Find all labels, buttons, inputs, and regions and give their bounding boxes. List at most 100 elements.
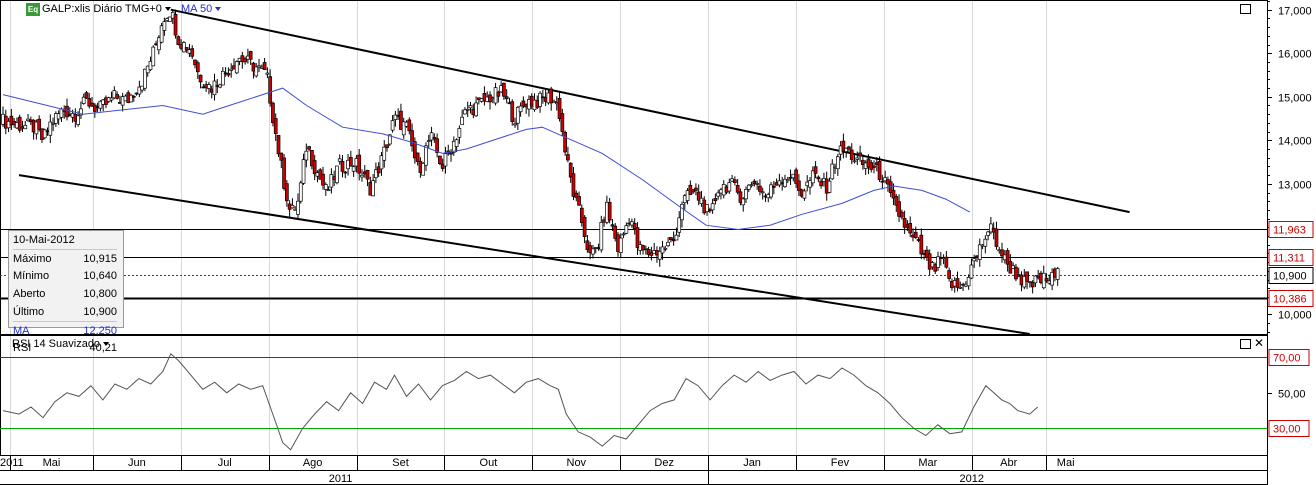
candle-body [271, 102, 275, 124]
candle-body [674, 234, 679, 241]
candle-body [443, 153, 448, 167]
candle-body [382, 146, 387, 161]
info-value: 10,915 [83, 253, 117, 265]
candle-body [298, 182, 303, 202]
candle-body [129, 94, 133, 103]
candle-body [207, 84, 211, 89]
candle-body [460, 116, 465, 125]
symbol-selector[interactable]: GALP:xlis Diário TMG+0 [42, 3, 171, 15]
close-icon[interactable]: ✕ [1254, 336, 1265, 350]
info-value: 10,900 [83, 306, 117, 318]
candle-body [557, 97, 562, 119]
candle-body [1033, 275, 1038, 284]
candle-body [582, 216, 587, 237]
rsi-tag-label: 70,00 [1273, 353, 1301, 365]
candle-body [969, 264, 974, 279]
month-label: Out [480, 457, 498, 469]
candle-body [607, 201, 612, 221]
candle-body [415, 152, 420, 162]
candle-body [760, 191, 765, 194]
candle-body [254, 66, 259, 77]
candle-body [429, 132, 434, 141]
maximize-icon[interactable] [1240, 339, 1251, 349]
candle-body [894, 196, 899, 206]
candle-body [348, 156, 353, 167]
candle-body [599, 221, 604, 251]
rsi-selector[interactable]: RSI 14 Suavizado [12, 338, 110, 350]
year-label: 2011 [329, 473, 353, 485]
candle-body [891, 189, 896, 199]
candle-body [610, 224, 615, 227]
candle-body [87, 98, 92, 107]
candle-body [284, 183, 289, 202]
candle-body [84, 92, 89, 99]
candle-body [109, 97, 114, 101]
price-tag-label: 10,386 [1273, 294, 1307, 306]
candle-body [855, 157, 860, 160]
candle-body [357, 154, 362, 174]
price-tag-label: 10,900 [1273, 271, 1307, 283]
info-row-open: Aberto 10,800 [13, 285, 117, 303]
candle-body [115, 94, 119, 99]
candle-body [81, 96, 86, 104]
candle-body [810, 170, 815, 184]
candle-body [143, 68, 147, 89]
candle-body [234, 61, 239, 74]
candle-body [716, 192, 721, 197]
price-tag-label: 11,963 [1273, 225, 1306, 237]
chevron-down-icon [164, 7, 171, 12]
candle-body [680, 203, 684, 221]
candle-body [858, 152, 862, 157]
candle-body [496, 91, 501, 97]
candle-body [195, 62, 200, 73]
rsi-tag-box [1268, 349, 1310, 366]
info-row-max: Máximo 10,915 [13, 249, 117, 268]
candle-body [733, 179, 737, 183]
candle-body [746, 184, 751, 190]
candle-body [883, 177, 887, 182]
candle-body [162, 21, 167, 31]
symbol-label: GALP:xlis Diário TMG+0 [42, 3, 162, 15]
month-label: Set [392, 457, 409, 469]
equity-badge-icon: Eq [26, 3, 40, 16]
info-value: 12,250 [83, 325, 117, 337]
candle-body [304, 150, 309, 161]
candle-body [229, 68, 234, 71]
candle-body [632, 223, 637, 230]
candle-body [159, 25, 164, 43]
candle-body [1000, 249, 1004, 257]
candle-body [257, 65, 261, 68]
candle-body [76, 115, 80, 125]
month-label: Fev [831, 457, 850, 469]
candle-body [335, 165, 339, 184]
candle-body [268, 76, 272, 104]
chevron-down-icon [215, 7, 222, 12]
candle-body [421, 163, 426, 176]
candle-body [438, 155, 442, 165]
candle-body [713, 198, 718, 202]
candle-body [312, 160, 317, 175]
ma-selector[interactable]: MA 50 [181, 3, 222, 15]
candle-body [1030, 282, 1035, 288]
trend-line [170, 8, 1130, 214]
candle-body [741, 198, 746, 206]
candle-body [79, 108, 83, 116]
candle-body [707, 209, 712, 212]
candle-body [449, 152, 453, 155]
candle-body [710, 203, 715, 211]
candle-body [454, 139, 459, 147]
maximize-icon[interactable] [1240, 4, 1251, 14]
candle-body [173, 13, 178, 36]
month-label: Mai [43, 457, 61, 469]
candle-body [1014, 266, 1018, 280]
candle-body [337, 158, 342, 162]
year-label: 2012 [960, 473, 984, 485]
info-label: Último [13, 306, 45, 318]
candle-body [360, 174, 364, 178]
candle-body [738, 191, 743, 203]
candle-body [273, 118, 278, 135]
candle-body [1025, 271, 1029, 282]
candle-body [1055, 268, 1060, 280]
chevron-down-icon [103, 342, 110, 347]
